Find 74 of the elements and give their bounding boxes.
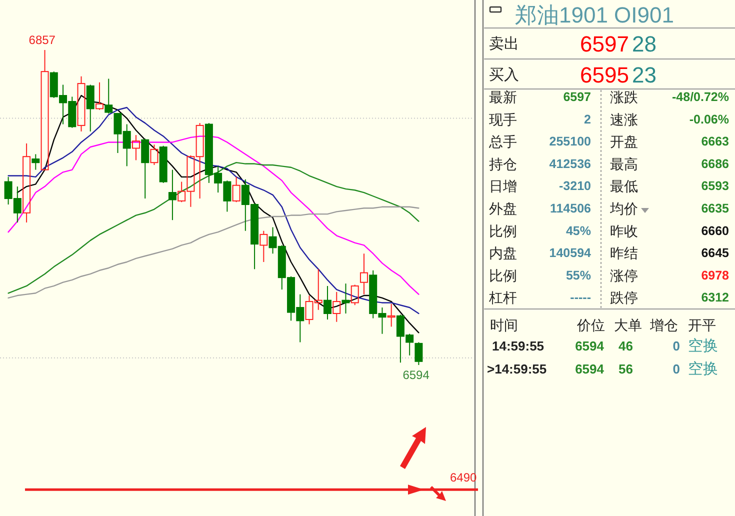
- text: 6597: [580, 32, 629, 56]
- text: 2: [584, 112, 592, 126]
- text: 6635: [701, 202, 730, 216]
- candlestick: [168, 169, 176, 221]
- candlestick: [332, 291, 341, 322]
- text: 最新: [489, 89, 517, 105]
- text: 46: [618, 338, 633, 354]
- candlestick: [22, 142, 31, 223]
- text: 增仓: [649, 317, 678, 333]
- text: 23: [632, 62, 656, 88]
- text: 日增: [489, 178, 517, 194]
- text: >14:59:55: [487, 362, 547, 376]
- candlestick: [324, 285, 332, 320]
- candlestick: [77, 76, 86, 132]
- text: 6645: [701, 246, 730, 260]
- text: -48/0.72%: [672, 90, 729, 104]
- candlestick: [342, 283, 350, 314]
- text: 最高: [610, 156, 638, 172]
- text: 0: [672, 338, 680, 354]
- text: 涨跌: [610, 89, 638, 105]
- text: 大单: [614, 317, 642, 333]
- text: 外盘: [489, 200, 517, 216]
- text: 速涨: [610, 111, 638, 128]
- text: 时间: [490, 317, 518, 333]
- text: 28: [632, 32, 656, 56]
- text: 昨结: [610, 245, 638, 262]
- text: 郑油1901 OI901: [515, 2, 674, 28]
- text: 昨收: [610, 222, 638, 239]
- text: 55%: [566, 268, 591, 282]
- text: 6686: [701, 156, 730, 171]
- text: 开盘: [610, 134, 638, 150]
- text: 6597: [563, 90, 592, 104]
- text: 6978: [701, 268, 730, 282]
- text: 总手: [488, 134, 517, 150]
- text: 开平: [688, 317, 716, 333]
- text: 56: [618, 362, 633, 376]
- text: 比例: [489, 222, 517, 239]
- annotation: 6594: [402, 368, 430, 382]
- text: 跌停: [610, 290, 638, 306]
- text: -3210: [559, 179, 592, 194]
- text: -----: [570, 290, 591, 305]
- text: 6593: [701, 179, 730, 194]
- text: 持仓: [489, 156, 517, 172]
- text: 杠杆: [488, 290, 517, 306]
- text: 内盘: [489, 245, 517, 262]
- text: 45%: [566, 224, 591, 238]
- text: 140594: [549, 246, 592, 260]
- text: 114506: [550, 202, 592, 216]
- text: 空换: [688, 360, 718, 378]
- text: 空换: [688, 338, 718, 354]
- text: 价位: [576, 317, 605, 333]
- text: 涨停: [610, 267, 638, 284]
- text: 6594: [575, 338, 605, 354]
- annotation: 6857: [28, 33, 56, 47]
- text: 0: [672, 362, 680, 376]
- candlestick: [32, 154, 40, 170]
- text: 6595: [580, 62, 629, 88]
- text: -0.06%: [689, 112, 729, 126]
- text: 卖出: [489, 36, 519, 52]
- text: 6312: [701, 290, 730, 305]
- text: 255100: [549, 134, 592, 149]
- text: 买入: [489, 66, 519, 84]
- candlestick: [360, 253, 368, 295]
- text: 6594: [575, 362, 605, 376]
- text: 比例: [489, 267, 517, 284]
- text: 均价: [609, 200, 638, 216]
- text: 14:59:55: [492, 338, 544, 354]
- candlestick: [132, 134, 140, 161]
- text: 6660: [701, 224, 730, 238]
- candlestick: [387, 303, 396, 328]
- text: 现手: [489, 111, 517, 128]
- text: 6663: [701, 134, 730, 149]
- text: 412536: [549, 156, 592, 171]
- text: 最低: [610, 178, 638, 194]
